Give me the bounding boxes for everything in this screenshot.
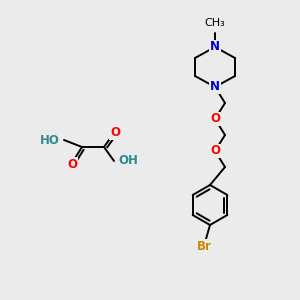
Text: Br: Br <box>196 239 211 253</box>
Text: N: N <box>210 80 220 94</box>
Text: N: N <box>210 40 220 53</box>
Text: OH: OH <box>118 154 138 167</box>
Text: O: O <box>210 145 220 158</box>
Text: O: O <box>67 158 77 170</box>
Text: O: O <box>210 112 220 125</box>
Text: CH₃: CH₃ <box>205 18 225 28</box>
Text: HO: HO <box>40 134 60 146</box>
Text: O: O <box>110 127 120 140</box>
